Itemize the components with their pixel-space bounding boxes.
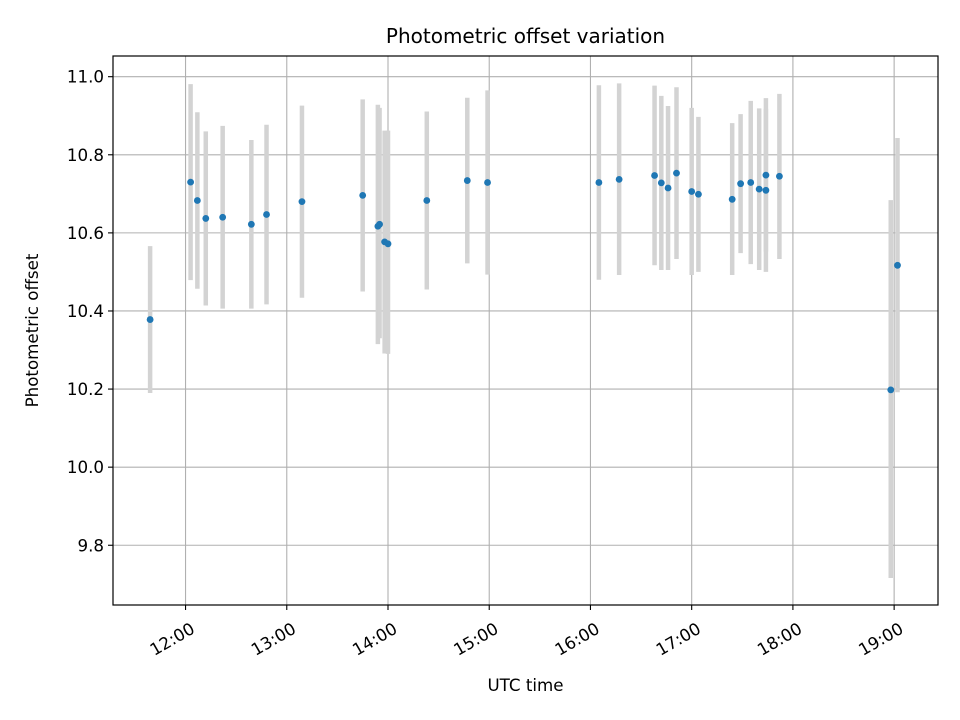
- data-point: [359, 191, 367, 199]
- data-point: [423, 197, 431, 204]
- data-point: [688, 188, 696, 195]
- y-tick-label: 10.2: [67, 379, 104, 399]
- data-point: [146, 316, 154, 323]
- y-tick-label: 10.4: [67, 301, 104, 321]
- data-point: [762, 171, 770, 179]
- data-point: [737, 180, 745, 188]
- data-point: [673, 169, 680, 177]
- data-point: [463, 177, 471, 184]
- data-point: [695, 190, 702, 198]
- data-point: [615, 175, 623, 183]
- data-point: [247, 220, 255, 228]
- data-point: [298, 198, 306, 206]
- data-point: [747, 179, 755, 186]
- data-point: [202, 215, 210, 222]
- y-tick-label: 9.8: [77, 535, 104, 555]
- chart-title: Photometric offset variation: [386, 24, 665, 48]
- data-point: [376, 220, 383, 228]
- plot-area-frame: [112, 55, 939, 606]
- data-point: [657, 179, 665, 187]
- data-point: [894, 261, 901, 269]
- data-point: [193, 197, 201, 204]
- data-point: [595, 179, 603, 186]
- y-tick-label: 10.6: [67, 223, 104, 243]
- y-axis-label: Photometric offset: [22, 253, 42, 407]
- data-point: [484, 179, 491, 186]
- data-point: [384, 240, 392, 248]
- data-point: [664, 184, 672, 192]
- y-tick-label: 11.0: [67, 67, 104, 87]
- data-point: [219, 213, 227, 221]
- data-point: [187, 178, 195, 186]
- data-point: [776, 172, 783, 180]
- data-point: [651, 172, 658, 179]
- data-point: [755, 185, 763, 193]
- data-point: [887, 386, 895, 394]
- data-point: [263, 211, 270, 218]
- y-tick-label: 10.0: [67, 457, 104, 477]
- y-tick-label: 10.8: [67, 145, 104, 165]
- data-point: [728, 195, 736, 203]
- point-layer: [146, 169, 901, 394]
- data-point: [762, 186, 770, 194]
- x-axis-label: UTC time: [487, 675, 563, 695]
